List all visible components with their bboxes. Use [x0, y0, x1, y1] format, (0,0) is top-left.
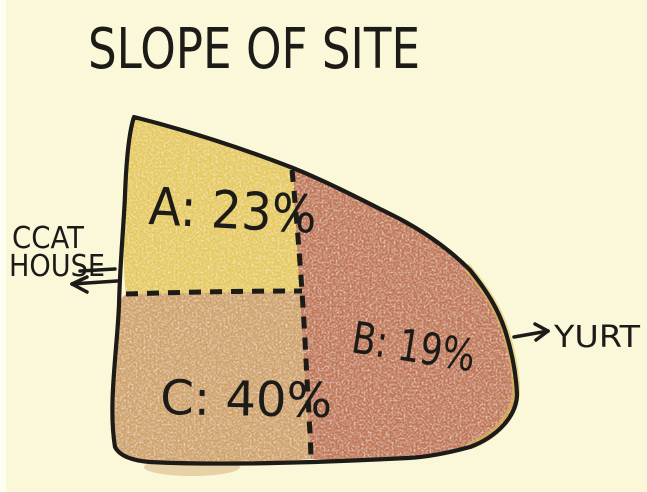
- boundary-a-c-dashed: [125, 288, 303, 297]
- region-c-label: C: 40%: [160, 370, 333, 429]
- scan-edge: [0, 0, 6, 492]
- region-b: [293, 168, 517, 460]
- page-title: SLOPE OF SITE: [88, 17, 420, 82]
- yurt-arrow-icon: [512, 322, 550, 342]
- yurt-label: YURT: [553, 320, 641, 355]
- ccat-arrow-icon: [70, 267, 119, 294]
- site-outline: [110, 114, 520, 466]
- ccat-house-label-line1: CCAT: [12, 221, 85, 256]
- ccat-house-label-line2: HOUSE: [9, 249, 105, 284]
- region-a: [123, 117, 303, 294]
- region-a-label: A: 23%: [147, 177, 318, 246]
- boundary-a-b-dashed: [289, 169, 314, 458]
- region-c: [112, 291, 311, 464]
